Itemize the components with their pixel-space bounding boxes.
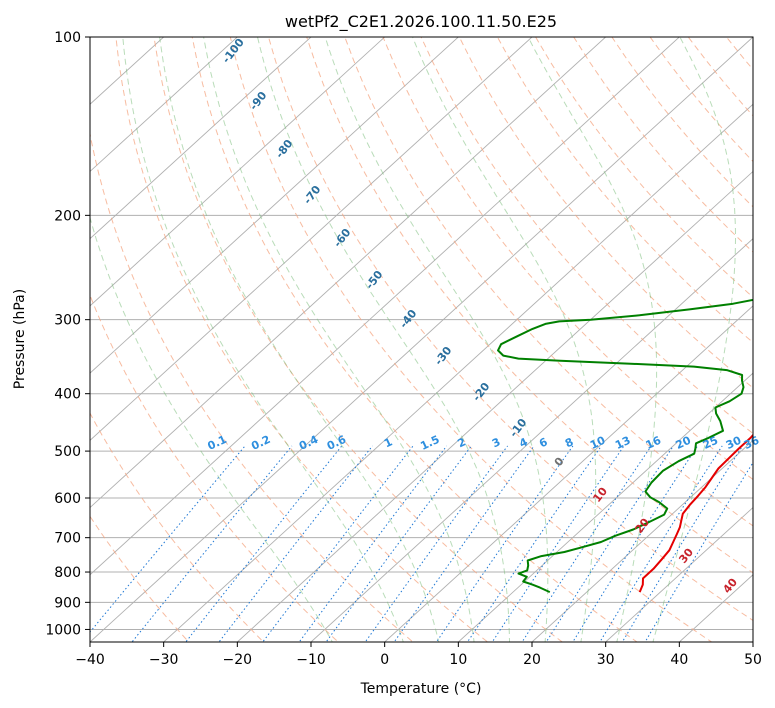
y-tick-label: 200 [54,208,81,224]
x-tick-label: 50 [744,652,762,668]
mixing-ratio-line [435,445,574,642]
mixing-ratio-label: 16 [644,434,664,452]
y-tick-label: 900 [54,595,81,611]
dry-adiabat [90,293,339,642]
axis-ticks: −40 −30 −20 −10 0 10 20 30 40 50 100 200 300 400 500 60… [45,30,762,668]
x-tick-label: 30 [597,652,615,668]
isotherm-line [531,439,753,642]
y-tick-label: 100 [54,30,81,46]
x-axis-label: Temperature (°C) [360,681,482,697]
mixing-ratio-line [599,445,723,642]
isotherm-line [310,238,753,642]
plot-frame [89,36,754,643]
y-tick-label: 500 [54,444,81,460]
isotherm-line [90,37,312,240]
mixing-ratio-line [644,461,753,642]
x-tick-label: −40 [75,652,105,668]
moist-adiabat [122,37,404,642]
dry-adiabat [267,37,753,622]
x-tick-label: −30 [149,652,179,668]
isotherm-line [90,37,460,374]
x-tick-label: −10 [296,652,326,668]
moist-adiabat [256,37,510,642]
y-tick-label: 400 [54,387,81,403]
mixing-ratio-line [90,445,246,633]
isotherm-line [90,37,386,307]
isotherm-line [237,170,753,642]
dry-adiabat [229,37,713,642]
moist-adiabat [652,37,736,642]
y-tick-label: 700 [54,531,81,547]
x-tick-label: 40 [670,652,688,668]
temperature-profile [638,433,753,593]
y-tick-label: 1000 [45,622,81,638]
x-tick-label: −20 [223,652,253,668]
mixing-ratio-line [466,445,602,642]
mixing-ratio-label: 10 [588,434,608,452]
mixing-ratio-label: 13 [613,434,632,452]
x-tick-label: 10 [449,652,467,668]
isotherm-line [90,37,753,642]
x-tick-label: 20 [523,652,541,668]
background-lines [90,37,753,642]
moist-adiabat [90,215,333,642]
moist-adiabat [527,37,658,642]
y-tick-label: 300 [54,313,81,329]
mixing-ratio-line [298,445,448,642]
dry-adiabat [90,131,414,642]
isotherm-line [384,305,753,642]
dry-adiabat [382,37,753,481]
isotherm-line [90,37,681,576]
isotherm-line [458,372,753,642]
mixing-ratio-line [131,445,293,642]
dry-adiabat [420,37,753,435]
x-tick-label: 0 [380,652,389,668]
isotherm-line [90,37,533,441]
moist-adiabat [203,37,475,642]
y-tick-label: 800 [54,565,81,581]
isotherm-line [605,506,753,642]
dry-adiabat [344,37,753,527]
mixing-ratio-label: 20 [674,434,694,452]
mixing-ratio-line [364,445,508,642]
moist-adiabat [411,37,597,642]
dry-adiabat [115,37,489,642]
y-tick-label: 600 [54,491,81,507]
dry-adiabat [191,37,638,642]
y-axis-label: Pressure (hPa) [12,289,28,389]
mixing-ratio-label: 30 [724,434,744,452]
mixing-ratio-line [491,445,625,642]
isotherm-line [163,103,753,642]
mixing-ratio-line [572,445,699,642]
moist-adiabat [159,37,440,642]
mixing-ratio-label: 36 [742,434,762,452]
mixing-ratio-line [621,445,744,642]
dry-adiabat [153,37,564,642]
isotherm-line [90,37,607,509]
mixing-ratio-label: 25 [701,434,720,452]
chart-title: wetPf2_C2E1.2026.100.11.50.E25 [285,12,557,32]
isotherm-line [90,37,239,173]
mixing-ratio-line [262,445,414,642]
dewpoint-profile [497,298,753,594]
profile-lines [497,298,753,594]
moist-adiabat [324,37,549,642]
